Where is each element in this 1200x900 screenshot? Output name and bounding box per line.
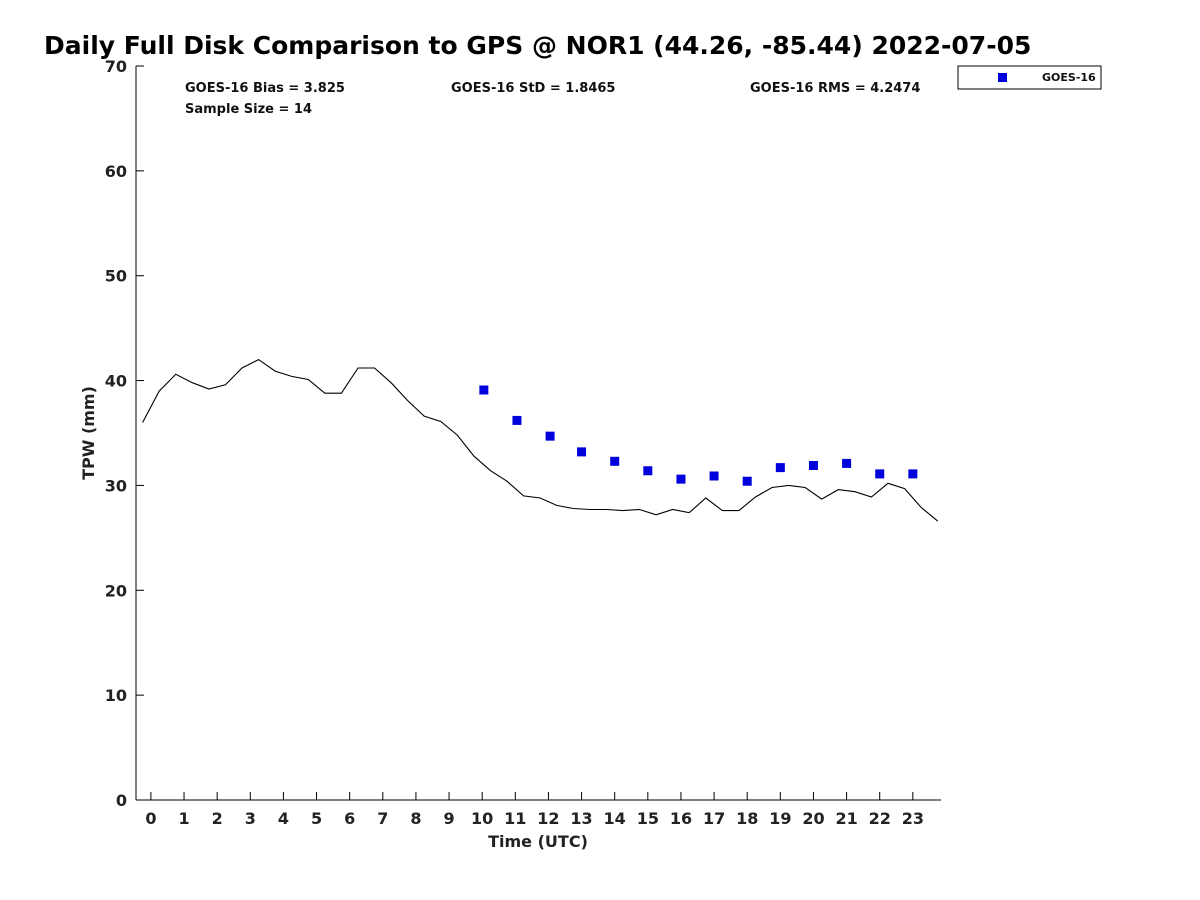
x-tick-label: 15 — [637, 809, 659, 828]
y-tick-label: 70 — [105, 57, 127, 76]
goes16-point — [479, 385, 489, 395]
x-tick-label: 9 — [443, 809, 454, 828]
x-tick-label: 4 — [278, 809, 289, 828]
x-tick-label: 22 — [869, 809, 891, 828]
rms-stat: GOES-16 RMS = 4.2474 — [750, 81, 920, 96]
x-tick-label: 19 — [769, 809, 791, 828]
x-tick-label: 2 — [212, 809, 223, 828]
x-axis-ticks: 0 1 2 3 4 5 6 7 8 9 10 11 12 13 14 15 16 17 18 19 20 21 22 23 — [145, 792, 924, 828]
goes16-point — [842, 458, 852, 468]
y-tick-label: 30 — [105, 476, 127, 495]
x-tick-label: 8 — [410, 809, 421, 828]
x-tick-label: 23 — [902, 809, 924, 828]
gps-reference-line — [142, 358, 939, 522]
x-axis-label: Time (UTC) — [488, 832, 588, 851]
goes16-point — [545, 431, 555, 441]
y-axis-label: TPW (mm) — [79, 386, 98, 480]
sample-size-stat: Sample Size = 14 — [185, 102, 312, 117]
x-tick-label: 16 — [670, 809, 692, 828]
x-tick-label: 11 — [504, 809, 526, 828]
y-axis-ticks: 0 10 20 30 40 50 60 70 — [105, 57, 144, 810]
x-tick-label: 13 — [570, 809, 592, 828]
x-tick-label: 10 — [471, 809, 493, 828]
x-tick-label: 5 — [311, 809, 322, 828]
x-tick-label: 18 — [736, 809, 758, 828]
goes16-point — [709, 471, 719, 481]
y-tick-label: 10 — [105, 686, 127, 705]
bias-stat: GOES-16 Bias = 3.825 — [185, 81, 345, 96]
goes16-point — [512, 415, 522, 425]
y-tick-label: 60 — [105, 162, 127, 181]
std-stat: GOES-16 StD = 1.8465 — [451, 81, 615, 96]
goes16-point — [875, 469, 885, 479]
axes — [135, 66, 941, 801]
goes16-point — [775, 463, 785, 473]
x-tick-label: 7 — [377, 809, 388, 828]
goes16-point — [643, 466, 653, 476]
x-tick-label: 6 — [344, 809, 355, 828]
goes16-point — [808, 461, 818, 471]
goes16-point — [908, 469, 918, 479]
goes16-point — [676, 474, 686, 484]
legend: GOES-16 — [957, 65, 1102, 90]
x-tick-label: 1 — [178, 809, 189, 828]
legend-marker — [998, 73, 1007, 82]
goes16-point — [742, 476, 752, 486]
x-tick-label: 3 — [245, 809, 256, 828]
x-tick-label: 0 — [145, 809, 156, 828]
x-tick-label: 20 — [802, 809, 824, 828]
legend-label-goes16: GOES-16 — [1042, 71, 1096, 84]
goes16-point — [610, 456, 620, 466]
x-tick-label: 21 — [835, 809, 857, 828]
chart-title: Daily Full Disk Comparison to GPS @ NOR1… — [44, 31, 1031, 60]
y-tick-label: 50 — [105, 267, 127, 286]
x-tick-label: 12 — [537, 809, 559, 828]
y-tick-label: 0 — [116, 791, 127, 810]
plot-area — [142, 358, 939, 522]
y-tick-label: 40 — [105, 372, 127, 391]
y-tick-label: 20 — [105, 581, 127, 600]
legend-box — [957, 65, 1102, 90]
goes16-point — [577, 447, 587, 457]
x-tick-label: 17 — [703, 809, 725, 828]
x-tick-label: 14 — [604, 809, 626, 828]
